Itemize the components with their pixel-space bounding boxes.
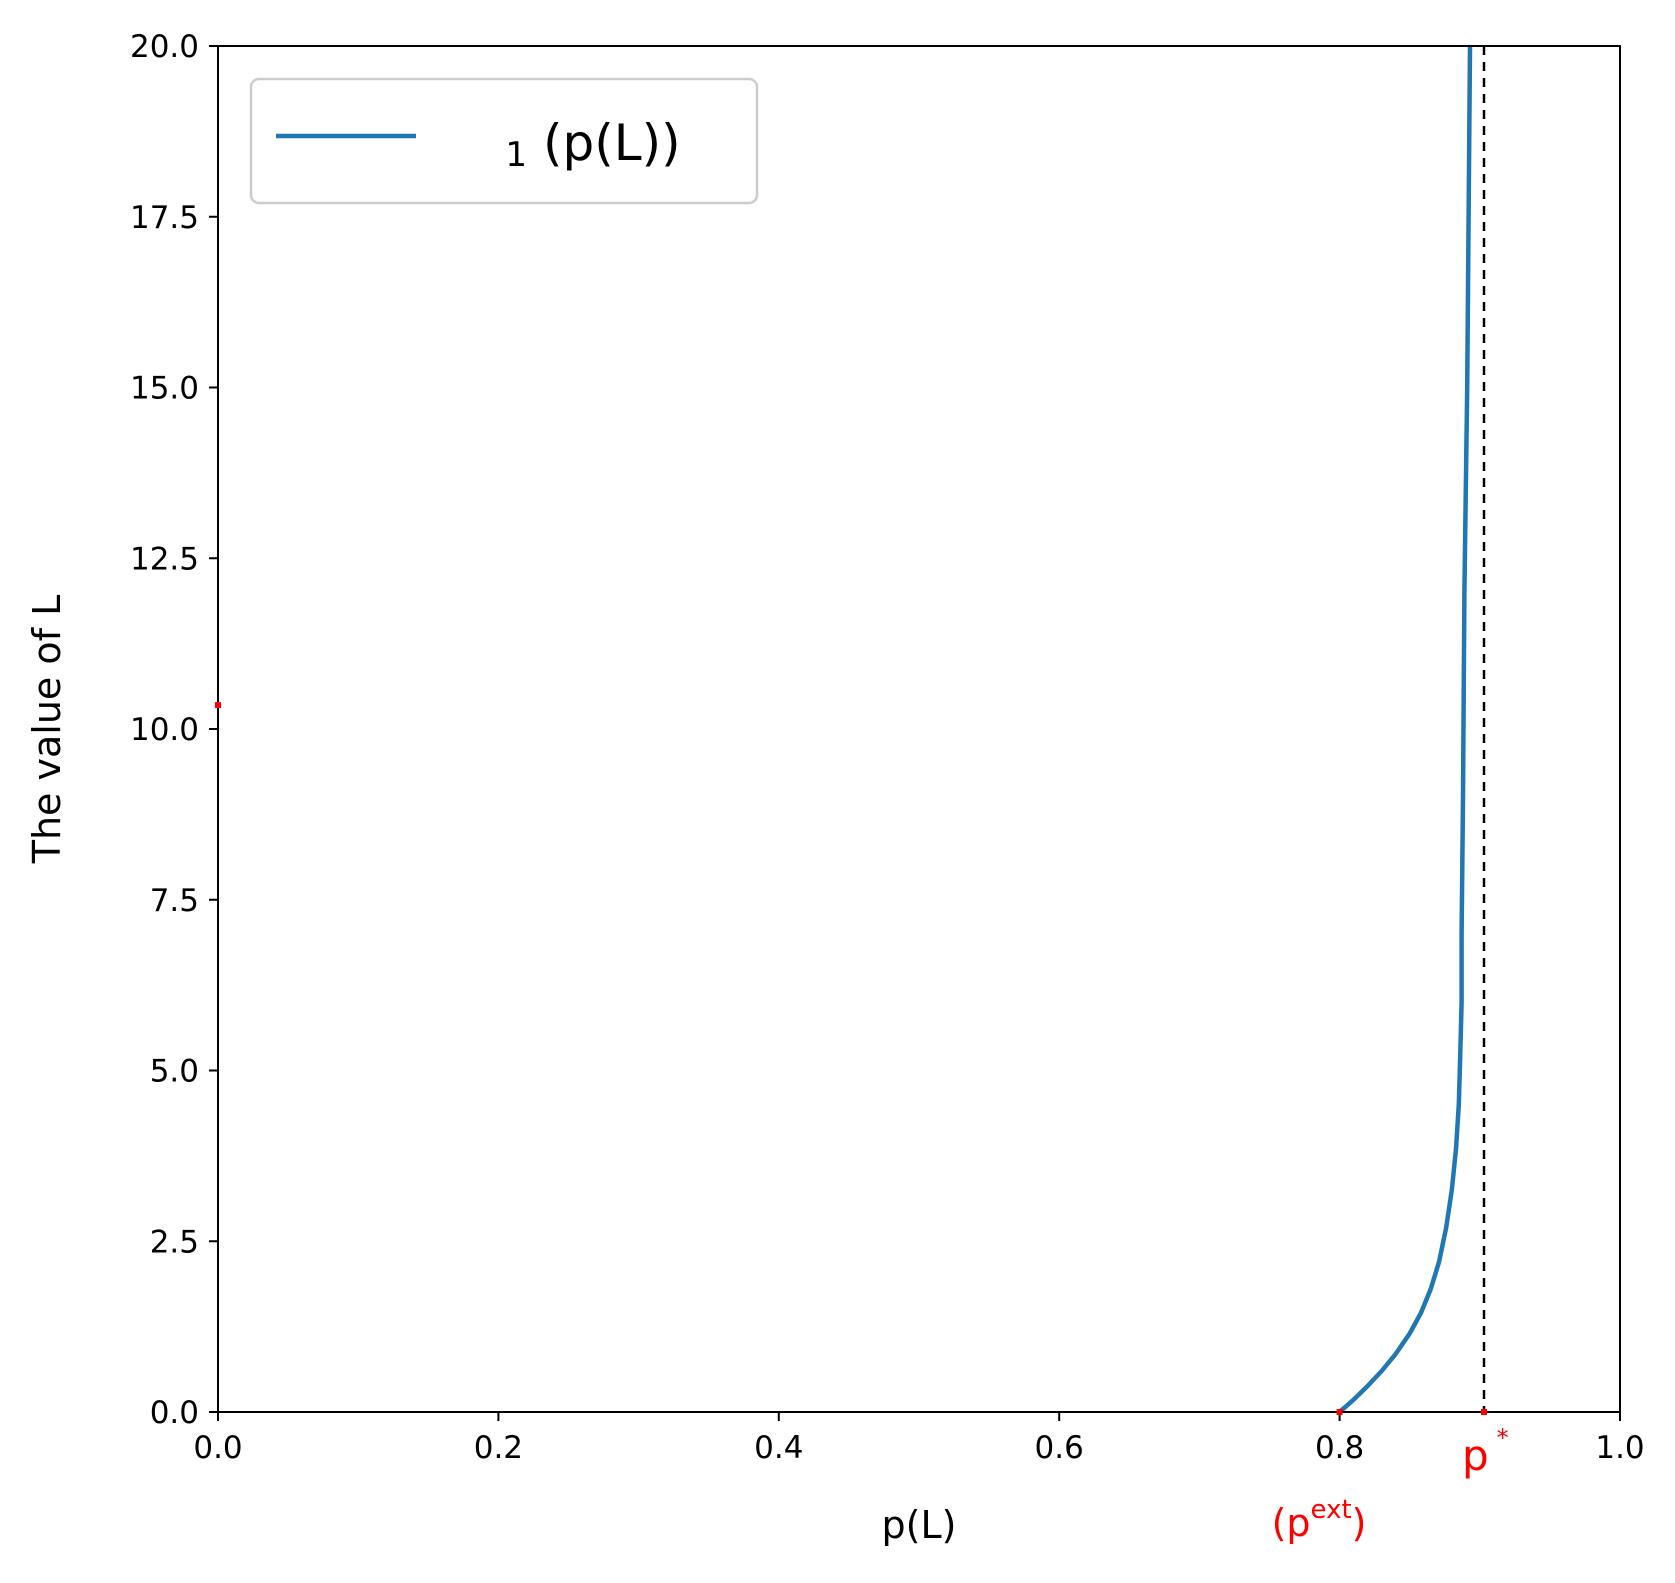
x-tick-label: 0.4: [754, 1430, 803, 1466]
legend-box: [249, 77, 759, 205]
x-tick-label: 1.0: [1595, 1430, 1644, 1466]
y-tick-label: 2.5: [150, 1224, 199, 1260]
annotation-layer: p * (pext): [215, 702, 1509, 1545]
red-marker: [1336, 1409, 1343, 1415]
legend-label: (p(L)): [543, 114, 681, 172]
y-tick-label: 0.0: [150, 1395, 199, 1431]
red-marker: [1481, 1409, 1488, 1415]
p-ext-annotation: (pext): [1272, 1495, 1367, 1545]
y-tick-label: 12.5: [130, 541, 199, 577]
p-star-annotation: p *: [1462, 1424, 1509, 1480]
y-axis-ticks: 0.0 2.5 5.0 7.5 10.0 12.5 15.0 17.5 20.0: [130, 29, 218, 1431]
x-tick-label: 0.6: [1035, 1430, 1084, 1466]
x-tick-label: 0.0: [193, 1430, 242, 1466]
y-tick-label: 5.0: [150, 1054, 199, 1090]
y-tick-label: 7.5: [150, 883, 199, 919]
y-tick-label: 20.0: [130, 29, 199, 65]
y-tick-label: 10.0: [130, 712, 199, 748]
x-tick-label: 0.8: [1315, 1430, 1364, 1466]
x-tick-label: 0.2: [474, 1430, 523, 1466]
y-tick-label: 15.0: [130, 371, 199, 407]
x-axis-ticks: 0.0 0.2 0.4 0.6 0.8 1.0: [193, 1412, 1645, 1466]
y-axis-label: The value of L: [25, 595, 69, 865]
legend: 1 (p(L)): [249, 77, 759, 205]
plot-layer: [1338, 45, 1486, 1414]
legend-subscript: 1: [505, 135, 527, 175]
y-tick-label: 17.5: [130, 200, 199, 236]
x-axis-label: p(L): [882, 1503, 957, 1547]
red-marker: [215, 702, 221, 709]
series-line: [1338, 45, 1473, 1414]
